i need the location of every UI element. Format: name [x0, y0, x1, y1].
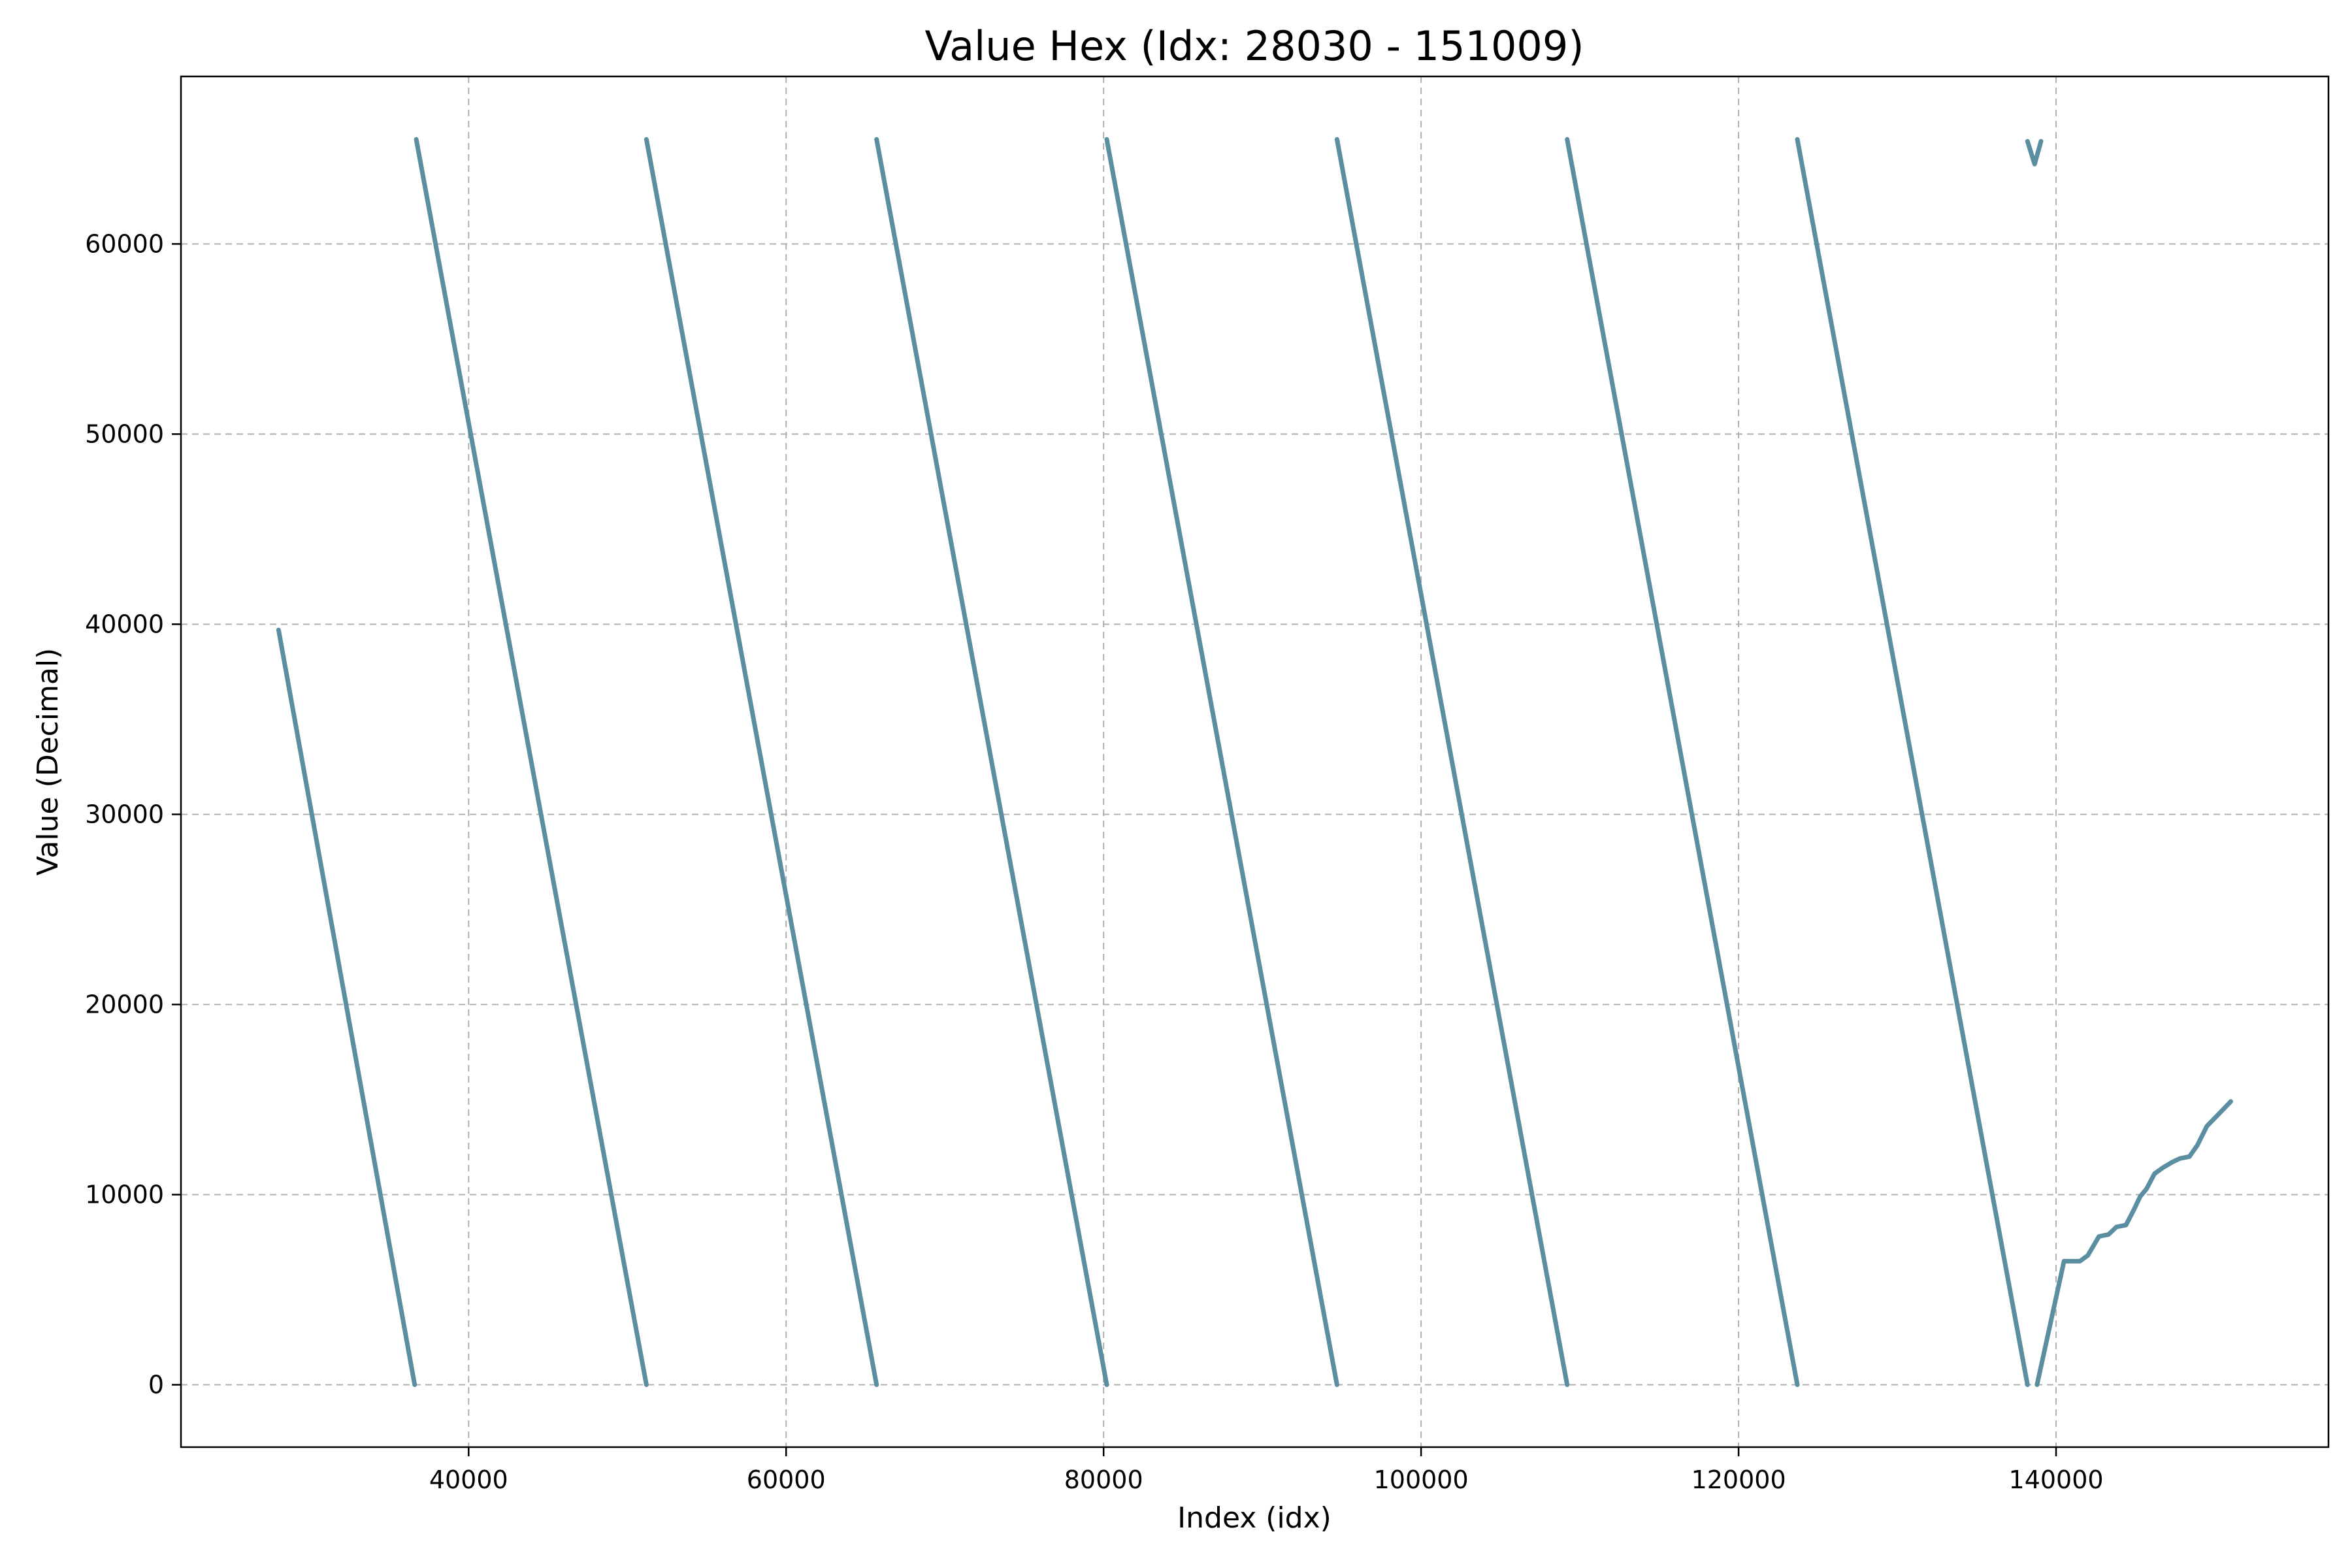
y-tick-label: 10000: [85, 1181, 164, 1209]
series-segment: [2025, 139, 2044, 167]
series-segment: [874, 137, 1109, 1387]
series-segment: [1104, 137, 1339, 1387]
x-tick-label: 120000: [1691, 1465, 1786, 1494]
x-tick-label: 60000: [747, 1465, 826, 1494]
x-tick-label: 100000: [1374, 1465, 1469, 1494]
series-segment: [2034, 1099, 2233, 1387]
series-segment: [1565, 137, 1800, 1387]
y-tick-label: 60000: [85, 229, 164, 258]
series-segment: [644, 137, 879, 1387]
x-tick-label: 40000: [429, 1465, 508, 1494]
y-tick-label: 20000: [85, 990, 164, 1019]
plot-series: [276, 137, 2233, 1387]
x-tick-label: 140000: [2009, 1465, 2104, 1494]
axis-ticks: 40000 60000 80000 100000 120000 140000 0 10000 2…: [85, 229, 2103, 1494]
y-tick-label: 50000: [85, 419, 164, 448]
y-tick-label: 30000: [85, 800, 164, 828]
series-segment: [1795, 137, 2030, 1387]
series-segment: [414, 137, 649, 1387]
x-axis-label: Index (idx): [1177, 1501, 1331, 1535]
x-tick-label: 80000: [1064, 1465, 1143, 1494]
y-tick-label: 40000: [85, 610, 164, 638]
series-segment: [1334, 137, 1570, 1387]
y-axis-label: Value (Decimal): [31, 648, 65, 876]
y-tick-label: 0: [148, 1371, 164, 1399]
chart-title: Value Hex (Idx: 28030 - 151009): [924, 22, 1584, 70]
plot-frame: [180, 75, 2330, 1448]
series-segment: [276, 627, 417, 1387]
